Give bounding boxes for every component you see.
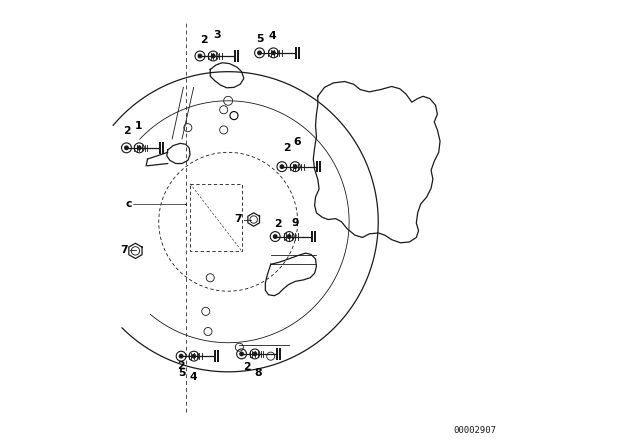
Circle shape [179,354,183,358]
Text: 1: 1 [135,121,142,131]
Circle shape [287,235,291,238]
Circle shape [125,146,128,150]
Text: c: c [125,199,131,209]
Circle shape [253,352,257,356]
Circle shape [272,51,275,55]
Circle shape [240,352,243,356]
Text: 5: 5 [179,368,186,378]
Text: 7: 7 [120,245,127,255]
Circle shape [138,146,141,150]
Text: 7: 7 [235,214,243,224]
Text: 4: 4 [190,372,198,382]
Text: 3: 3 [213,30,221,40]
Circle shape [192,354,196,358]
Text: 2: 2 [123,126,131,136]
Circle shape [198,54,202,58]
Text: 2: 2 [177,362,185,371]
Text: 2: 2 [244,362,252,372]
Text: 9: 9 [292,218,299,228]
Circle shape [273,235,277,238]
Circle shape [211,54,215,58]
Circle shape [258,51,261,55]
Text: 2: 2 [274,219,282,229]
Circle shape [294,165,297,168]
Text: 8: 8 [255,368,262,378]
Text: 5: 5 [256,34,263,44]
Text: 00002907: 00002907 [453,426,496,435]
Text: 2: 2 [200,35,208,45]
Text: 2: 2 [283,143,291,153]
Text: 4: 4 [268,31,276,41]
Text: 6: 6 [294,138,301,147]
Circle shape [280,165,284,168]
